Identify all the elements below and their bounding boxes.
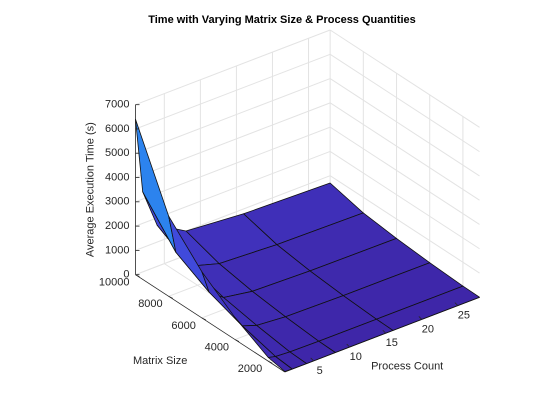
z-tick-label: 2000 [105,220,129,232]
grid-line [329,126,480,225]
z-tick-label: 6000 [105,123,129,135]
y-axis-label: Matrix Size [133,355,187,367]
x-tick-label: 25 [458,310,470,322]
tick-mark [346,343,351,348]
grid-line [329,78,480,177]
z-tick-label: 7000 [105,99,129,111]
x-tick-label: 20 [422,323,434,335]
tick-mark [268,360,273,364]
grid-line [329,175,480,274]
x-tick-label: 10 [350,351,362,363]
grid-line [329,29,480,128]
y-tick-label: 2000 [238,363,262,375]
z-tick-label: 4000 [105,171,129,183]
y-tick-label: 6000 [171,320,195,332]
tick-mark [454,302,459,306]
z-tick-label: 3000 [105,196,129,208]
y-tick-label: 4000 [205,341,229,353]
chart-title: Time with Varying Matrix Size & Process … [148,14,416,26]
grid-line [329,53,480,153]
tick-mark [201,317,207,321]
tick-mark [135,274,140,278]
z-tick-label: 1000 [105,244,129,256]
grid-line [135,102,331,179]
tick-mark [418,316,423,320]
surface-patch [135,118,177,253]
z-tick-label: 0 [123,269,129,281]
axis-line [135,274,286,373]
x-tick-label: 15 [386,337,398,349]
tick-mark [310,357,314,362]
grid-line [329,151,480,250]
surface-patch [267,356,293,372]
grid-line [135,78,331,154]
x-axis-label: Process Count [371,361,443,373]
grid-line [135,29,331,106]
tick-mark [234,339,240,342]
z-tick-label: 5000 [105,147,129,159]
tick-mark [168,295,173,299]
y-tick-label: 8000 [138,298,162,310]
z-axis-label: Average Execution Time (s) [84,122,96,257]
y-tick-label: 10000 [99,277,130,289]
grid-line [135,126,331,203]
tick-mark [382,329,387,334]
x-tick-label: 5 [317,365,323,377]
grid-line [329,102,480,201]
grid-line [135,53,331,130]
